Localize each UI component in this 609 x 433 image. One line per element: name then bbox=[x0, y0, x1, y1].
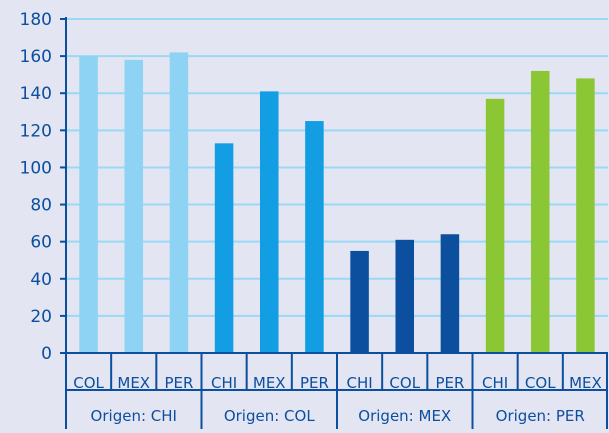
group-label: Origen: COL bbox=[224, 407, 316, 425]
y-tick-label: 100 bbox=[20, 158, 52, 178]
bar bbox=[350, 250, 369, 353]
category-label: COL bbox=[73, 374, 104, 392]
bar bbox=[259, 91, 279, 353]
bar bbox=[440, 234, 460, 353]
axis-labels: 0 20 40 60 80 100 120 140 160 180 COL MEX PER Origen:… bbox=[20, 10, 602, 425]
bars bbox=[79, 52, 595, 354]
category-label: PER bbox=[164, 374, 193, 392]
category-label: COL bbox=[525, 374, 556, 392]
group-label: Origen: PER bbox=[496, 407, 585, 425]
category-label: PER bbox=[300, 374, 329, 392]
category-label: MEX bbox=[253, 374, 286, 392]
category-label: CHI bbox=[482, 374, 508, 392]
y-tick-label: 40 bbox=[30, 270, 52, 290]
bar bbox=[530, 70, 550, 353]
y-tick-label: 80 bbox=[30, 196, 52, 216]
y-tick-label: 20 bbox=[30, 307, 52, 327]
bar bbox=[485, 98, 505, 354]
group-label: Origen: CHI bbox=[91, 407, 177, 425]
bar bbox=[169, 52, 189, 354]
bar bbox=[305, 121, 324, 353]
category-label: MEX bbox=[569, 374, 602, 392]
y-tick-label: 140 bbox=[20, 84, 52, 104]
category-label: PER bbox=[435, 374, 464, 392]
y-tick-label: 60 bbox=[30, 233, 52, 253]
category-label: MEX bbox=[117, 374, 150, 392]
y-tick-label: 120 bbox=[20, 121, 52, 141]
grid-lines bbox=[66, 18, 608, 317]
bar bbox=[214, 143, 234, 353]
bar bbox=[576, 78, 595, 353]
y-tick-label: 160 bbox=[20, 47, 52, 67]
axes bbox=[60, 17, 608, 429]
category-label: CHI bbox=[346, 374, 372, 392]
bar bbox=[79, 56, 98, 353]
category-label: COL bbox=[389, 374, 420, 392]
y-tick-label: 0 bbox=[41, 344, 52, 364]
bar bbox=[395, 239, 415, 353]
bar bbox=[124, 59, 144, 353]
y-tick-label: 180 bbox=[20, 10, 52, 30]
category-label: CHI bbox=[211, 374, 237, 392]
group-label: Origen: MEX bbox=[358, 407, 451, 425]
